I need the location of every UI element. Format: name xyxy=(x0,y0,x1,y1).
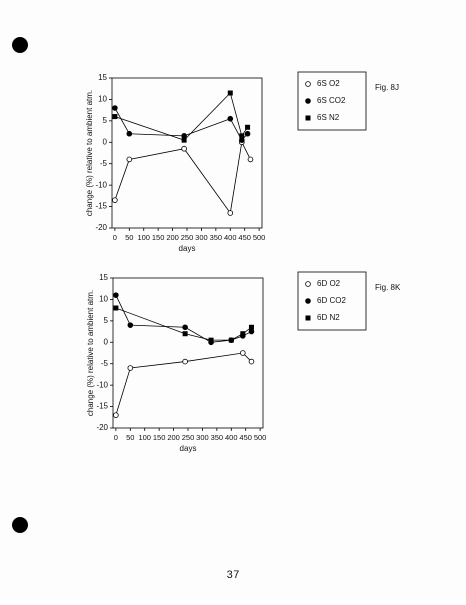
punch-hole xyxy=(12,37,28,53)
x-tick-label: 400 xyxy=(224,233,237,242)
x-tick-label: 300 xyxy=(196,433,209,442)
marker xyxy=(240,350,246,356)
marker xyxy=(182,331,188,337)
marker xyxy=(244,130,251,137)
y-axis-label: change (%) relative to ambient atm. xyxy=(86,290,95,416)
marker xyxy=(227,90,233,96)
marker xyxy=(181,137,187,143)
y-tick-label: 5 xyxy=(104,316,109,325)
y-tick-label: 5 xyxy=(103,116,108,125)
y-tick-label: 15 xyxy=(99,273,108,282)
x-tick-label: 0 xyxy=(114,433,118,442)
x-tick-label: 250 xyxy=(182,433,195,442)
y-tick-label: -15 xyxy=(95,202,107,211)
marker xyxy=(248,358,255,365)
legend-label: 6S O2 xyxy=(317,79,340,88)
marker xyxy=(126,156,133,163)
x-tick-label: 200 xyxy=(167,433,180,442)
marker xyxy=(112,114,118,120)
x-tick-label: 250 xyxy=(181,233,194,242)
y-tick-label: -5 xyxy=(100,159,108,168)
punch-hole xyxy=(12,517,28,533)
legend-label: 6D CO2 xyxy=(317,296,346,305)
marker xyxy=(112,105,118,111)
marker xyxy=(112,197,118,203)
x-tick-label: 400 xyxy=(225,433,238,442)
y-tick-label: -20 xyxy=(95,223,107,232)
marker xyxy=(126,130,133,137)
marker xyxy=(247,156,254,163)
series-line xyxy=(114,141,251,215)
x-tick-label: 150 xyxy=(153,433,166,442)
x-tick-label: 50 xyxy=(126,433,134,442)
figure-label: Fig. 8K xyxy=(375,283,401,292)
marker xyxy=(181,145,187,152)
x-tick-label: 350 xyxy=(211,433,224,442)
y-tick-label: 10 xyxy=(98,95,107,104)
marker xyxy=(113,305,119,311)
legend-marker xyxy=(305,115,311,121)
marker xyxy=(228,337,234,343)
marker xyxy=(182,358,188,365)
x-tick-label: 450 xyxy=(239,433,252,442)
x-tick-label: 500 xyxy=(253,233,266,242)
legend-marker xyxy=(305,281,311,287)
marker xyxy=(127,365,134,371)
x-tick-label: 450 xyxy=(238,233,251,242)
x-tick-label: 200 xyxy=(166,233,179,242)
marker xyxy=(248,324,254,330)
legend-label: 6D N2 xyxy=(317,313,340,322)
marker xyxy=(227,210,234,216)
x-tick-label: 500 xyxy=(254,433,267,442)
marker xyxy=(245,124,251,130)
marker xyxy=(227,115,234,122)
x-tick-label: 100 xyxy=(137,233,150,242)
legend-marker xyxy=(305,298,311,304)
x-tick-label: 0 xyxy=(113,233,117,242)
marker xyxy=(240,331,246,337)
y-axis-label: change (%) relative to ambient atm. xyxy=(85,90,94,216)
page-number: 37 xyxy=(226,570,239,582)
x-tick-label: 150 xyxy=(152,233,165,242)
y-tick-label: 10 xyxy=(99,295,108,304)
marker xyxy=(208,337,214,343)
x-tick-label: 100 xyxy=(138,433,151,442)
marker xyxy=(113,292,119,298)
y-tick-label: 0 xyxy=(104,337,109,346)
marker xyxy=(113,412,119,418)
marker xyxy=(248,328,255,335)
x-tick-label: 350 xyxy=(210,233,223,242)
y-tick-label: -20 xyxy=(96,423,108,432)
y-tick-label: 0 xyxy=(103,137,108,146)
legend-label: 6S CO2 xyxy=(317,96,346,105)
x-tick-label: 50 xyxy=(125,233,133,242)
x-axis-label: days xyxy=(179,244,196,253)
y-tick-label: -10 xyxy=(96,380,108,389)
y-tick-label: -10 xyxy=(95,180,107,189)
figure-label: Fig. 8J xyxy=(375,83,399,92)
x-tick-label: 300 xyxy=(195,233,208,242)
y-tick-label: -15 xyxy=(96,402,108,411)
marker xyxy=(239,133,245,139)
legend-label: 6D O2 xyxy=(317,279,341,288)
marker xyxy=(182,324,188,331)
legend-marker xyxy=(305,98,311,104)
y-tick-label: 15 xyxy=(98,73,107,82)
marker xyxy=(181,133,187,139)
legend-marker xyxy=(305,315,311,321)
legend-box xyxy=(297,271,367,331)
marker xyxy=(127,322,134,328)
y-tick-label: -5 xyxy=(101,359,109,368)
x-axis-label: days xyxy=(180,444,197,453)
legend-marker xyxy=(305,81,311,87)
legend-label: 6S N2 xyxy=(317,113,340,122)
legend-box xyxy=(297,71,367,131)
marker xyxy=(239,137,245,143)
